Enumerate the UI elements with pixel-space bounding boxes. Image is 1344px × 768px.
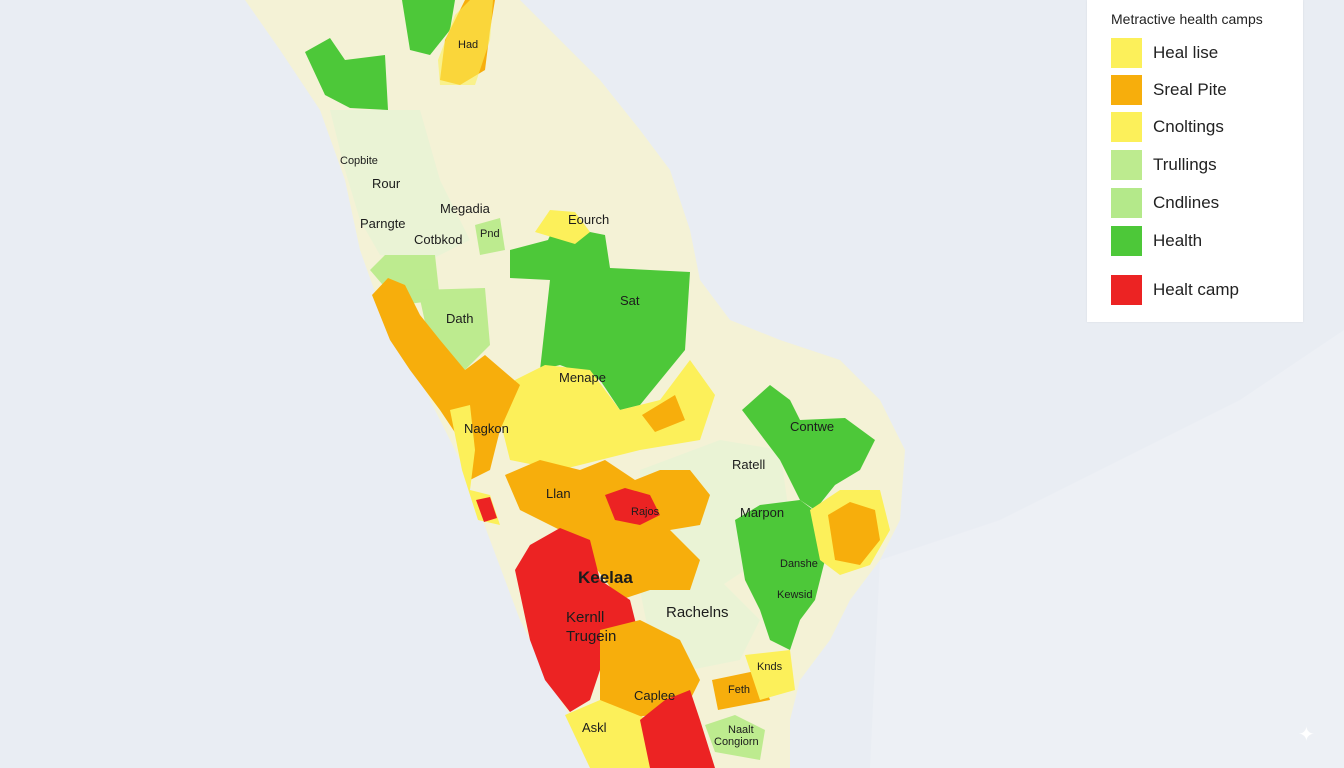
region-green-east2	[735, 500, 825, 650]
legend-item-5: Cndlines	[1111, 188, 1219, 218]
region-green-n1	[402, 0, 455, 55]
region-orange-west	[372, 278, 520, 480]
legend-label-1: Heal lise	[1153, 43, 1219, 62]
region-orange-center-south	[505, 460, 710, 600]
label-had: Had	[458, 39, 478, 51]
legend-label-2: Sreal Pite	[1153, 80, 1227, 99]
legend-swatch-4	[1111, 150, 1142, 180]
label-danshe: Danshe	[780, 558, 818, 570]
legend-item-1: Heal lise	[1111, 38, 1218, 68]
region-red-rajos	[605, 488, 660, 525]
label-contwe: Contwe	[790, 419, 834, 434]
label-rachelns: Rachelns	[666, 604, 729, 621]
legend-item-2: Sreal Pite	[1111, 75, 1227, 105]
region-yellow-knds	[745, 650, 795, 700]
label-dath: Dath	[446, 311, 473, 326]
legend-label-7: Healt camp	[1153, 280, 1239, 299]
label-rajos: Rajos	[631, 506, 660, 518]
label-pnd: Pnd	[480, 228, 500, 240]
legend-swatch-7	[1111, 275, 1142, 305]
region-orange-small	[642, 395, 685, 432]
label-sat: Sat	[620, 293, 640, 308]
legend-label-6: Health	[1153, 231, 1203, 250]
legend-swatch-3	[1111, 112, 1142, 142]
label-kewsid: Kewsid	[777, 589, 812, 601]
label-kernll: Kernll	[566, 609, 604, 626]
legend-item-7: Healt camp	[1111, 275, 1239, 305]
label-caplee: Caplee	[634, 688, 675, 703]
region-red-coast-small	[476, 497, 497, 522]
legend-title: Metractive health camps	[1111, 11, 1263, 27]
label-parngte: Parngte	[360, 216, 406, 231]
label-knds: Knds	[757, 661, 783, 673]
label-megadia: Megadia	[440, 201, 491, 216]
label-ratell: Ratell	[732, 457, 765, 472]
region-yellow-south	[565, 700, 660, 768]
sparkle-icon: ✦	[1298, 724, 1315, 746]
legend-label-4: Trullings	[1153, 155, 1217, 174]
label-trugein: Trugein	[566, 628, 616, 645]
label-menape: Menape	[559, 370, 606, 385]
label-eourch: Eourch	[568, 212, 609, 227]
region-yellow-center	[500, 360, 715, 470]
region-lightgreen-w2	[418, 288, 490, 375]
region-lightgreen-pnd	[475, 218, 505, 255]
region-green-n2	[305, 38, 388, 110]
legend-item-3: Cnoltings	[1111, 112, 1224, 142]
legend-item-4: Trullings	[1111, 150, 1217, 180]
label-cotbkod: Cotbkod	[414, 232, 462, 247]
region-yellow-eourch	[535, 210, 590, 244]
label-naalt: Naalt	[728, 724, 754, 736]
label-askl: Askl	[582, 720, 607, 735]
label-rour: Rour	[372, 176, 401, 191]
legend-swatch-2	[1111, 75, 1142, 105]
region-red-south	[640, 690, 715, 768]
legend: Metractive health camps Heal lise Sreal …	[1087, 0, 1303, 322]
legend-swatch-1	[1111, 38, 1142, 68]
region-orange-east	[828, 502, 880, 565]
region-yellow-west	[450, 405, 500, 525]
legend-label-3: Cnoltings	[1153, 117, 1224, 136]
region-green-center	[510, 225, 690, 410]
legend-item-6: Health	[1111, 226, 1202, 256]
region-lightgreen-south	[705, 715, 765, 760]
label-marpon: Marpon	[740, 505, 784, 520]
label-congiorn: Congiorn	[714, 736, 759, 748]
label-keelaa: Keelaa	[578, 568, 633, 587]
legend-swatch-6	[1111, 226, 1142, 256]
region-pale-north	[330, 110, 470, 260]
label-copbite: Copbite	[340, 155, 378, 167]
legend-label-5: Cndlines	[1153, 193, 1220, 212]
legend-swatch-5	[1111, 188, 1142, 218]
region-orange-south	[600, 620, 700, 720]
region-yellow-n	[438, 0, 493, 85]
region-green-east	[742, 385, 875, 510]
lower-right-land	[870, 330, 1344, 768]
label-llan: Llan	[546, 486, 571, 501]
label-feth: Feth	[728, 684, 750, 696]
label-nagkon: Nagkon	[464, 421, 509, 436]
